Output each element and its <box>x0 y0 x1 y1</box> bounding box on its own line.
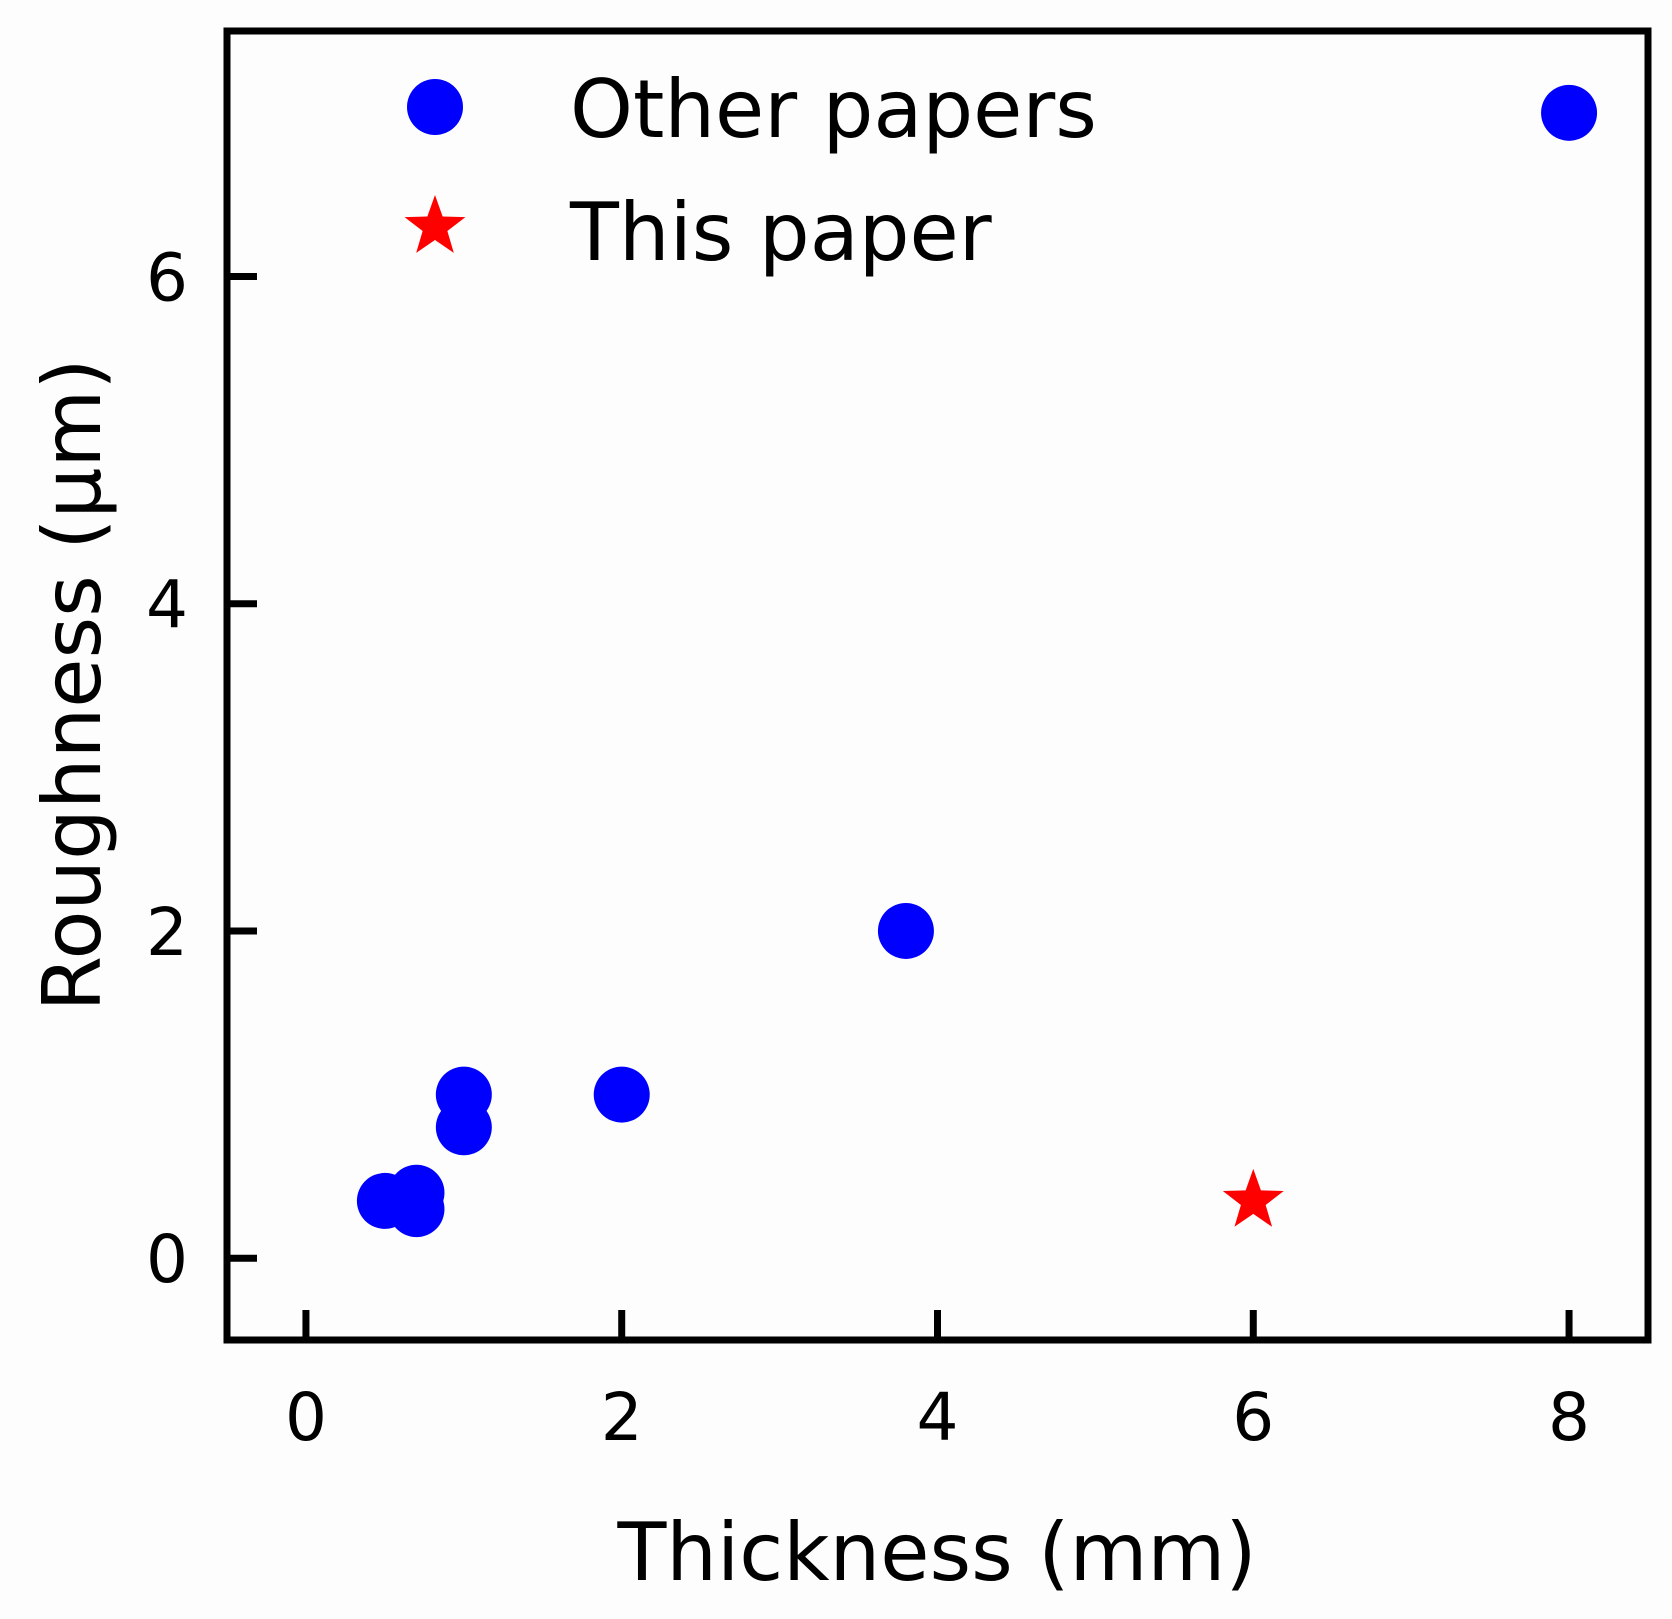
x-tick-label: 8 <box>1548 1379 1590 1456</box>
data-points <box>356 84 1598 1238</box>
data-point-other-papers <box>1541 84 1598 141</box>
y-axis-title: Roughness (µm) <box>26 358 119 1011</box>
x-axis-tick-labels: 0 2 4 6 8 <box>285 1379 1590 1456</box>
x-axis-ticks <box>302 1310 1573 1340</box>
data-point-other-papers <box>388 1181 445 1238</box>
legend-label-this-paper: This paper <box>569 186 992 279</box>
legend: Other papers This paper <box>404 63 1097 279</box>
x-tick-label: 6 <box>1232 1379 1274 1456</box>
legend-label-other-papers: Other papers <box>570 63 1097 156</box>
y-tick-label: 4 <box>146 567 188 644</box>
legend-marker-other-papers <box>407 79 463 135</box>
data-point-other-papers <box>593 1066 650 1123</box>
data-point-this-paper <box>1222 1168 1284 1227</box>
y-tick-label: 0 <box>146 1221 188 1298</box>
x-tick-label: 0 <box>285 1379 327 1456</box>
y-tick-label: 2 <box>146 894 188 971</box>
x-axis-title: Thickness (mm) <box>616 1506 1256 1599</box>
x-tick-label: 4 <box>917 1379 959 1456</box>
data-point-other-papers <box>435 1099 492 1156</box>
data-point-other-papers <box>877 902 934 959</box>
y-axis-tick-labels: 0 2 4 6 <box>146 239 188 1298</box>
x-tick-label: 2 <box>601 1379 643 1456</box>
y-tick-label: 6 <box>146 239 188 316</box>
y-axis-ticks <box>227 272 257 1262</box>
legend-marker-this-paper <box>404 195 466 253</box>
